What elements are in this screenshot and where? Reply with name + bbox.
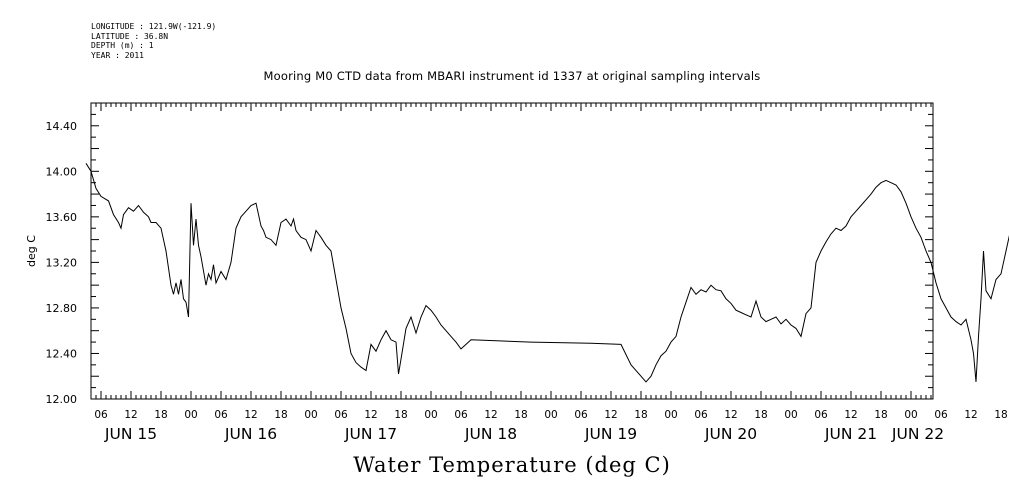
axis-ticks (91, 102, 933, 400)
x-tick-label-hour: 12 (724, 409, 737, 421)
y-tick-label: 12.80 (46, 302, 78, 315)
x-tick-label-hour: 18 (514, 409, 527, 421)
x-tick-label-day: JUN 21 (824, 425, 877, 443)
x-tick-label-hour: 06 (694, 409, 708, 421)
x-tick-label-hour: 12 (604, 409, 617, 421)
y-axis-label: deg C (25, 235, 38, 267)
x-tick-label-day: JUN 15 (104, 425, 157, 443)
x-tick-label-hour: 06 (94, 409, 108, 421)
depth-label: DEPTH (m) : 1 (91, 41, 154, 50)
x-tick-label-hour: 12 (244, 409, 257, 421)
x-tick-label-hour: 18 (994, 409, 1007, 421)
y-tick-label: 14.00 (46, 165, 78, 178)
x-tick-label-hour: 06 (574, 409, 588, 421)
x-tick-label-hour: 00 (784, 409, 797, 421)
x-tick-label-hour: 00 (664, 409, 677, 421)
longitude-label: LONGITUDE : 121.9W(-121.9) (91, 22, 217, 31)
x-tick-label-day: JUN 20 (704, 425, 757, 443)
x-tick-label-hour: 06 (814, 409, 828, 421)
year-label: YEAR : 2011 (91, 50, 144, 60)
x-tick-label-hour: 18 (154, 409, 167, 421)
x-tick-label-day: JUN 22 (891, 425, 944, 443)
x-tick-label-day: JUN 16 (224, 425, 277, 443)
y-tick-labels: 12.00 12.40 12.80 13.20 13.60 14.00 14.40 (46, 120, 78, 406)
x-tick-label-hour: 00 (424, 409, 437, 421)
x-tick-labels: 06 12 18 00 06 12 18 00 06 12 18 00 06 12 18 00 06 12 18 00… (94, 409, 1007, 443)
plot-frame (90, 102, 934, 400)
x-tick-label-day: JUN 17 (344, 425, 397, 443)
x-axis-label: Water Temperature (deg C) (353, 453, 671, 477)
x-tick-label-hour: 06 (334, 409, 348, 421)
x-tick-label-hour: 06 (214, 409, 228, 421)
x-tick-label-hour: 18 (394, 409, 407, 421)
x-tick-label-hour: 18 (754, 409, 767, 421)
metadata-block: LONGITUDE : 121.9W(-121.9) LATITUDE : 36… (91, 22, 216, 60)
x-tick-label-hour: 18 (634, 409, 647, 421)
x-tick-label-hour: 12 (964, 409, 977, 421)
x-tick-label-hour: 18 (874, 409, 887, 421)
y-tick-label: 13.60 (46, 211, 78, 224)
x-tick-label-day: JUN 18 (464, 425, 517, 443)
x-tick-label-hour: 00 (304, 409, 317, 421)
x-tick-label-hour: 12 (364, 409, 377, 421)
x-tick-label-hour: 00 (544, 409, 557, 421)
x-tick-label-hour: 06 (454, 409, 468, 421)
y-tick-label: 13.20 (46, 256, 78, 269)
x-tick-label-hour: 12 (844, 409, 857, 421)
x-tick-label-hour: 18 (274, 409, 287, 421)
x-tick-label-hour: 06 (934, 409, 948, 421)
y-tick-label: 12.40 (46, 347, 78, 360)
water-temperature-line (85, 163, 1009, 383)
x-tick-label-day: JUN 19 (584, 425, 637, 443)
x-tick-label-hour: 00 (184, 409, 197, 421)
x-tick-label-hour: 12 (484, 409, 497, 421)
latitude-label: LATITUDE : 36.8N (91, 31, 169, 41)
y-tick-label: 14.40 (46, 120, 78, 133)
x-tick-label-hour: 12 (124, 409, 137, 421)
x-tick-label-hour: 00 (904, 409, 917, 421)
chart-title: Mooring M0 CTD data from MBARI instrumen… (263, 69, 761, 83)
y-tick-label: 12.00 (46, 393, 78, 406)
